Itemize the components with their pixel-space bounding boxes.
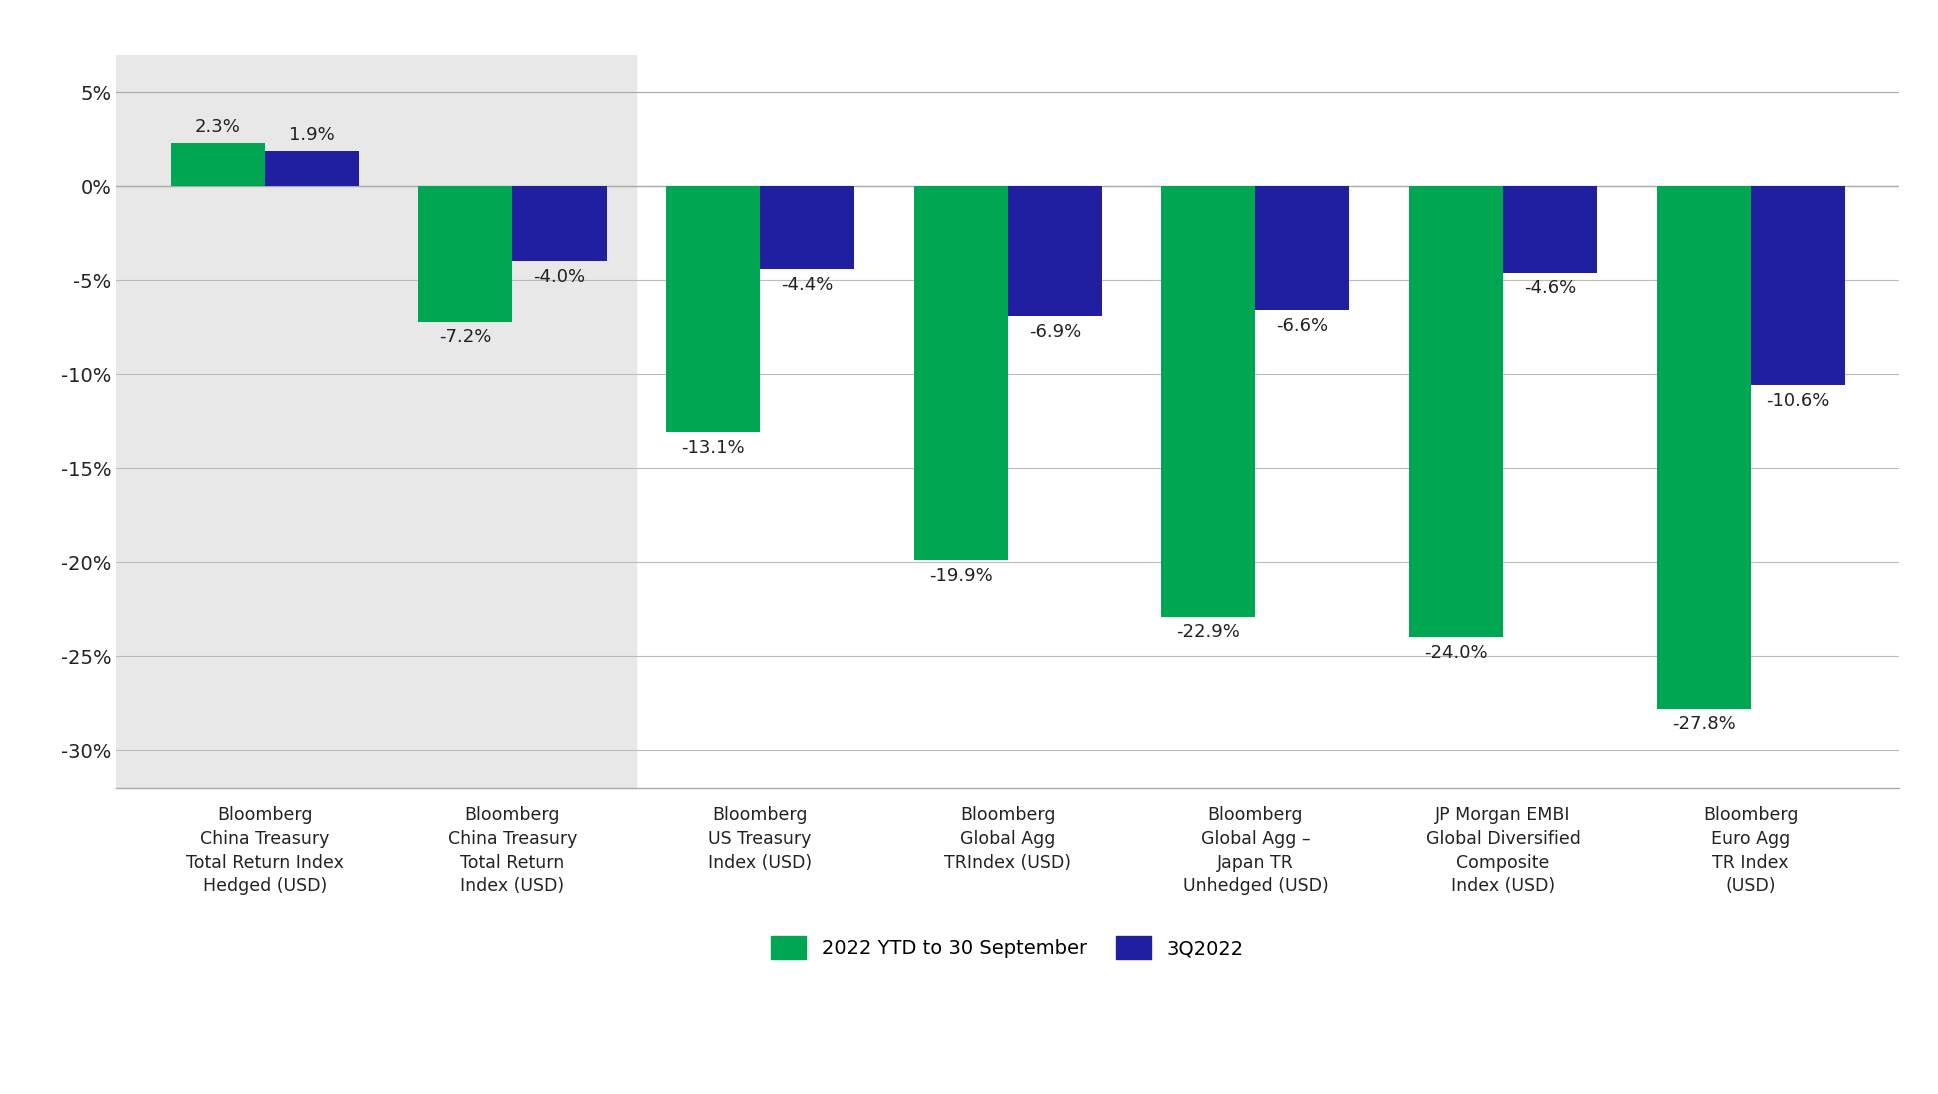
Bar [116, 55, 636, 788]
Text: -27.8%: -27.8% [1672, 715, 1736, 733]
Text: -13.1%: -13.1% [682, 439, 744, 457]
Bar [913, 186, 1008, 560]
Bar [1657, 186, 1750, 709]
Text: 1.9%: 1.9% [289, 126, 335, 144]
Text: -24.0%: -24.0% [1424, 644, 1488, 662]
Text: -22.9%: -22.9% [1176, 624, 1240, 641]
Bar [760, 186, 855, 269]
Bar [1256, 186, 1349, 311]
Bar [266, 151, 359, 186]
Bar [1504, 186, 1597, 272]
Text: -4.0%: -4.0% [533, 268, 585, 286]
Text: -19.9%: -19.9% [928, 567, 992, 585]
Text: -6.6%: -6.6% [1277, 317, 1329, 335]
Text: 2.3%: 2.3% [196, 118, 240, 137]
Bar [1008, 186, 1103, 316]
Text: -10.6%: -10.6% [1766, 392, 1829, 410]
Bar [667, 186, 760, 432]
Legend: 2022 YTD to 30 September, 3Q2022: 2022 YTD to 30 September, 3Q2022 [762, 927, 1254, 968]
Bar [1409, 186, 1504, 638]
Text: -4.6%: -4.6% [1523, 279, 1576, 298]
Text: -7.2%: -7.2% [440, 328, 492, 346]
Bar [1750, 186, 1845, 385]
Bar [419, 186, 512, 322]
Bar [1161, 186, 1256, 617]
Bar [512, 186, 607, 261]
Text: -4.4%: -4.4% [781, 276, 833, 293]
Text: -6.9%: -6.9% [1029, 323, 1081, 340]
Bar [171, 143, 266, 186]
